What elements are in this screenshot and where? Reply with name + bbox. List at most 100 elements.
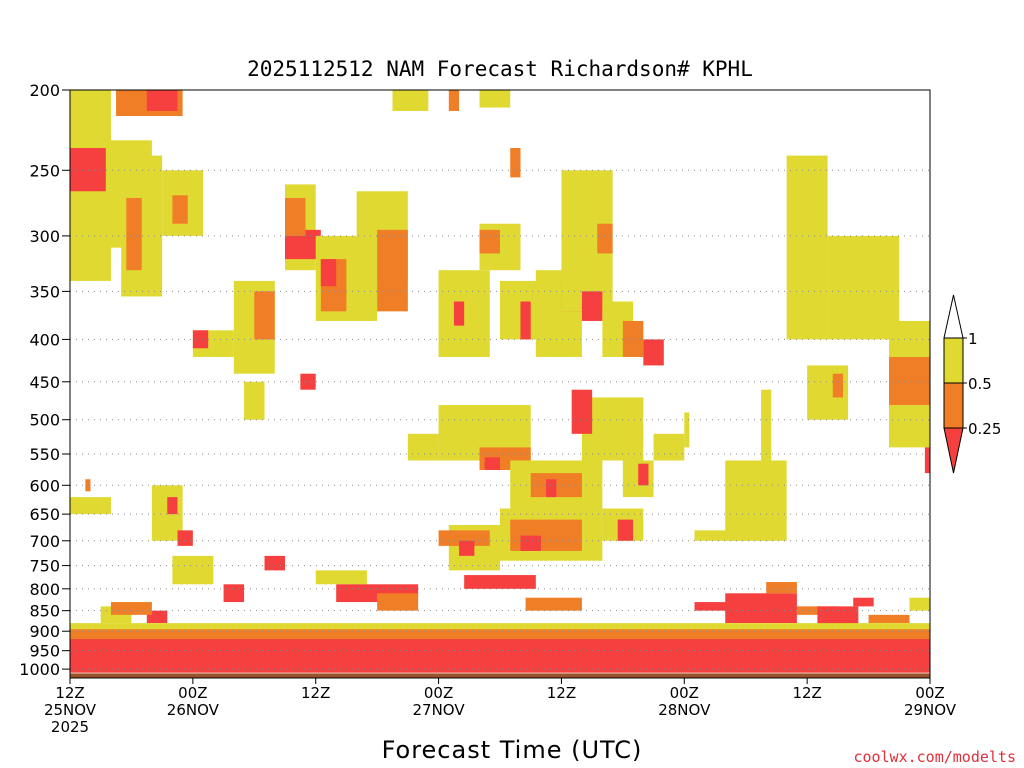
y-tick-label-400: 400 (29, 330, 60, 349)
x-tick-label-0-2: 25NOV (44, 701, 97, 719)
ri-region-81 (377, 593, 419, 611)
ri-region-86 (464, 575, 536, 589)
x-tick-label-2-1: 12Z (301, 684, 330, 702)
legend-swatch-lt-0.25 (943, 427, 964, 474)
y-tick-label-200: 200 (29, 81, 60, 100)
x-tick-label-0-3: 2025 (51, 718, 89, 736)
ri-region-85 (110, 602, 152, 615)
y-tick-label-750: 750 (29, 557, 60, 576)
ri-region-57 (438, 530, 490, 546)
ri-region-50 (622, 460, 654, 498)
ri-region-55 (520, 535, 541, 551)
x-tick-label-5-2: 28NOV (658, 701, 711, 719)
ri-region-78 (264, 555, 285, 571)
pressure-axis: 200 250 300 350 400 450 500 550 600 650 700 750 800 8… (19, 81, 70, 679)
ri-region-66 (827, 235, 900, 340)
ri-region-44 (484, 457, 500, 470)
ri-region-2 (70, 148, 106, 192)
y-tick-label-1000: 1000 (19, 660, 60, 679)
y-tick-label-600: 600 (29, 476, 60, 495)
y-tick-label-700: 700 (29, 532, 60, 551)
y-tick-label-850: 850 (29, 602, 60, 621)
ri-region-27 (479, 229, 500, 254)
ri-region-64 (684, 412, 690, 448)
ri-region-92 (817, 606, 859, 628)
ri-region-72 (70, 497, 111, 515)
legend-swatch-gt-1 (943, 294, 964, 339)
ri-region-25 (453, 301, 465, 326)
ri-region-20 (377, 229, 408, 312)
ri-region-10 (192, 330, 209, 349)
ri-region-47 (546, 479, 557, 498)
x-tick-label-5-1: 00Z (670, 684, 699, 702)
ri-region-6 (126, 197, 142, 271)
ri-region-12 (254, 291, 275, 340)
legend-tick-label-1: 0.5 (968, 375, 992, 393)
x-tick-label-4-1: 12Z (547, 684, 576, 702)
y-tick-label-350: 350 (29, 282, 60, 301)
source-credit: coolwx.com/modelts (853, 748, 1016, 766)
x-tick-label-1-1: 00Z (178, 684, 207, 702)
y-tick-label-550: 550 (29, 445, 60, 464)
ri-region-60 (617, 519, 634, 541)
ri-region-29 (520, 301, 531, 340)
ri-region-63 (761, 389, 772, 461)
y-tick-label-500: 500 (29, 411, 60, 430)
ri-region-49 (571, 389, 593, 434)
ri-region-39 (244, 381, 265, 420)
x-tick-label-3-1: 00Z (424, 684, 453, 702)
y-tick-label-300: 300 (29, 227, 60, 246)
ri-region-90 (766, 582, 797, 594)
ri-region-77 (172, 555, 214, 585)
ri-region-82 (223, 584, 245, 603)
ri-region-52 (653, 433, 685, 461)
color-legend: 1 0.5 0.25 (943, 294, 1001, 474)
y-tick-label-950: 950 (29, 642, 60, 661)
legend-swatch-0.5-1 (943, 337, 964, 384)
y-tick-label-250: 250 (29, 161, 60, 180)
ri-region-65 (786, 155, 828, 340)
ri-region-99 (70, 658, 930, 673)
ri-region-15 (285, 197, 306, 236)
y-tick-label-900: 900 (29, 622, 60, 641)
ri-region-71 (832, 373, 843, 398)
chart-title: 2025112512 NAM Forecast Richardson# KPHL (247, 57, 753, 81)
ri-region-93 (853, 597, 874, 607)
ri-region-51 (638, 463, 649, 486)
ri-region-61 (725, 460, 787, 541)
ri-region-58 (459, 540, 475, 556)
ri-region-23 (479, 90, 511, 108)
ri-region-4 (146, 90, 178, 111)
ri-region-89 (725, 593, 797, 624)
ri-region-37 (597, 223, 613, 254)
ground-band (70, 673, 930, 678)
ri-region-33 (581, 291, 603, 321)
x-tick-label-7-2: 29NOV (904, 701, 957, 719)
ri-region-73 (85, 479, 91, 492)
ri-region-62 (694, 530, 777, 541)
plot-frame (69, 89, 931, 679)
plot-area (69, 89, 931, 679)
ri-region-24 (438, 270, 490, 357)
ri-region-79 (315, 570, 367, 585)
x-tick-label-6-1: 12Z (792, 684, 821, 702)
y-tick-label-650: 650 (29, 505, 60, 524)
ri-region-40 (300, 373, 316, 390)
x-tick-label-3-2: 27NOV (413, 701, 466, 719)
richardson-fill-layer (70, 90, 930, 678)
x-tick-label-7-1: 00Z (915, 684, 944, 702)
x-tick-label-0-1: 12Z (55, 684, 84, 702)
ri-region-35 (622, 320, 644, 357)
ri-region-21 (392, 90, 429, 111)
y-tick-label-450: 450 (29, 373, 60, 392)
ri-region-69 (924, 447, 930, 474)
ri-region-8 (172, 195, 188, 224)
legend-swatch-0.25-0.5 (943, 382, 964, 429)
ri-region-41 (407, 433, 439, 461)
ri-region-75 (167, 497, 178, 515)
ri-region-83 (146, 610, 168, 624)
legend-tick-label-2: 0.25 (968, 420, 1001, 438)
x-axis-label: Forecast Time (UTC) (382, 736, 643, 764)
